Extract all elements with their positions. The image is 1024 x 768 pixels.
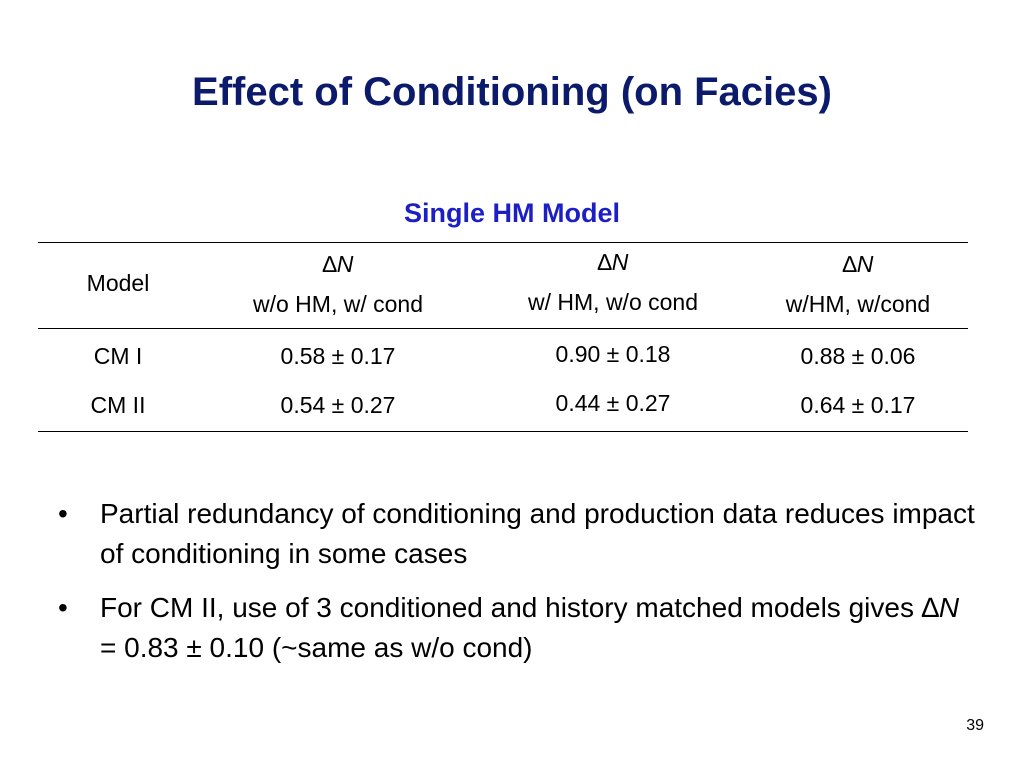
bullet-text-1: Partial redundancy of conditioning and p… xyxy=(100,498,975,569)
bullet-marker: • xyxy=(58,592,68,623)
header-col-2-delta: ∆N xyxy=(478,248,748,276)
row-1-col-1: 0.58 ± 0.17 xyxy=(280,343,396,369)
bullet-marker: • xyxy=(58,498,68,529)
bullet-item-2: • For CM II, use of 3 conditioned and hi… xyxy=(58,588,978,668)
row-2-col-3: 0.64 ± 0.17 xyxy=(800,392,916,418)
delta-symbol: ∆ xyxy=(322,251,337,277)
row-2-model: CM II xyxy=(90,392,146,418)
bullet-text-2-pre: For CM II, use of 3 conditioned and hist… xyxy=(100,592,922,623)
header-model: Model xyxy=(86,270,150,296)
bullet-text-2-post: = 0.83 ± 0.10 (~same as w/o cond) xyxy=(100,632,533,663)
header-col-1-delta: ∆N xyxy=(198,250,478,278)
slide-title: Effect of Conditioning (on Facies) xyxy=(192,70,832,114)
header-col-1-sub: w/o HM, w/ cond xyxy=(253,291,423,317)
header-col-3-delta: ∆N xyxy=(748,250,968,278)
n-variable: N xyxy=(938,592,960,623)
table-caption: Single HM Model xyxy=(404,198,620,228)
bullet-item-1: • Partial redundancy of conditioning and… xyxy=(58,494,978,574)
n-variable: N xyxy=(856,251,874,277)
header-col-3-sub: w/HM, w/cond xyxy=(785,291,931,317)
n-variable: N xyxy=(336,251,354,277)
n-variable: N xyxy=(611,249,629,275)
page-number: 39 xyxy=(966,717,984,734)
table-header-rule xyxy=(38,328,968,329)
bullet-list: • Partial redundancy of conditioning and… xyxy=(58,494,978,682)
row-1-model: CM I xyxy=(93,343,143,369)
delta-symbol: ∆ xyxy=(842,251,857,277)
table-bottom-rule xyxy=(38,431,968,432)
delta-symbol: ∆ xyxy=(597,249,612,275)
delta-symbol: ∆ xyxy=(921,592,939,623)
row-2-col-2: 0.44 ± 0.27 xyxy=(555,390,671,416)
header-col-2-sub: w/ HM, w/o cond xyxy=(528,289,698,315)
row-1-col-2: 0.90 ± 0.18 xyxy=(555,341,671,367)
row-2-col-1: 0.54 ± 0.27 xyxy=(280,392,396,418)
table-top-rule xyxy=(38,242,968,243)
row-1-col-3: 0.88 ± 0.06 xyxy=(800,343,916,369)
